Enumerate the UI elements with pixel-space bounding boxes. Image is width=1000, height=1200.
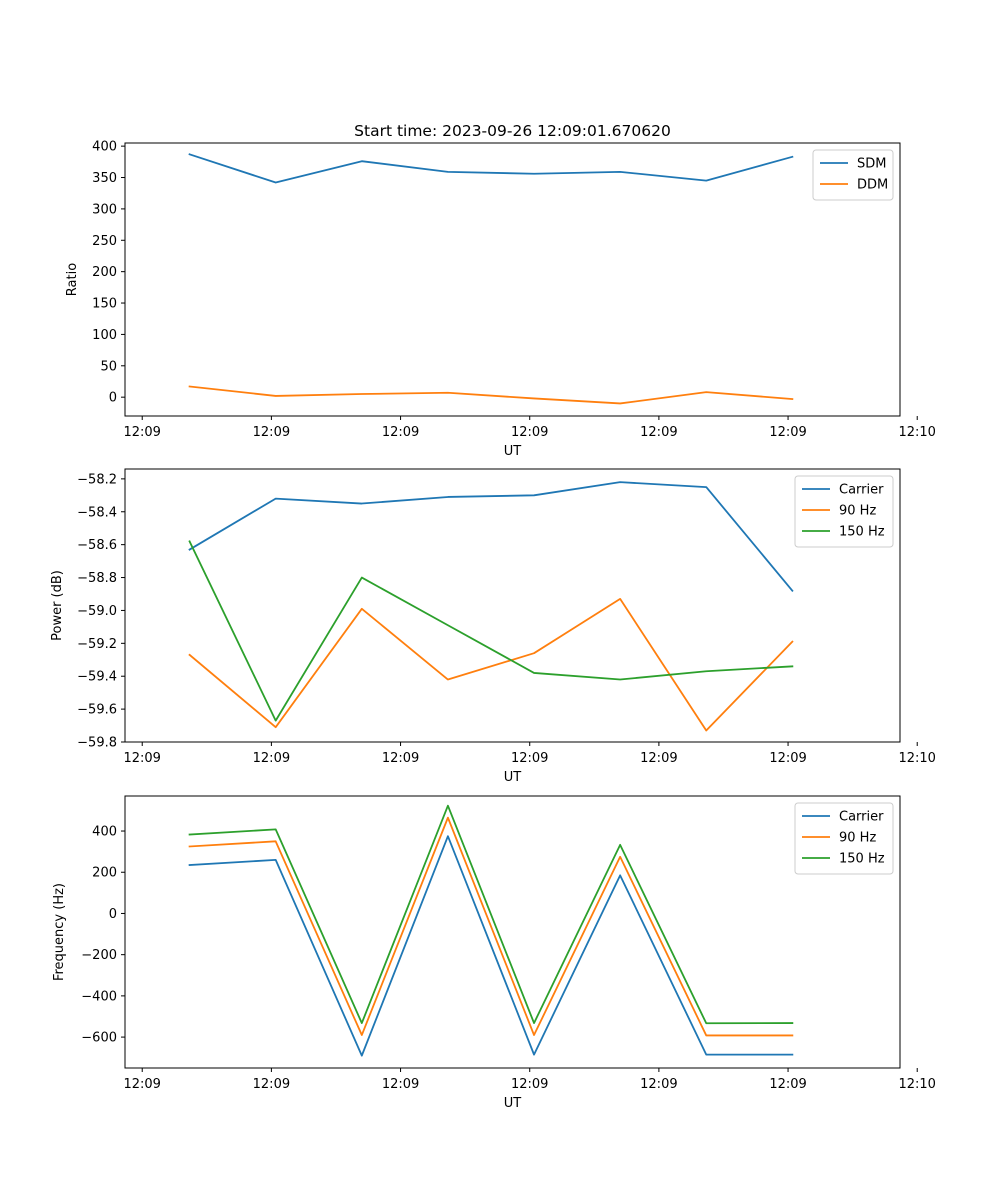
power-x-tick-label: 12:09 <box>511 751 548 766</box>
power-legend-label: 90 Hz <box>839 504 876 519</box>
power-y-tick-label: −59.8 <box>77 736 117 751</box>
power-legend-label: Carrier <box>839 483 884 498</box>
ratio-axes-frame <box>124 142 901 417</box>
power-y-tick-label: −58.6 <box>77 538 117 553</box>
frequency-y-tick-label: −200 <box>81 948 117 963</box>
ratio-x-tick-label: 12:10 <box>898 425 935 440</box>
ratio-y-tick-label: 300 <box>92 202 117 217</box>
power-y-tick-label: −59.4 <box>77 670 117 685</box>
power-axes-frame <box>124 468 901 743</box>
ratio-subplot: 12:09 12:09 12:09 12:09 12:09 12:09 12:10 0 50 10… <box>65 140 936 459</box>
frequency-x-tick-label: 12:09 <box>640 1077 677 1092</box>
frequency-axes-frame <box>124 795 901 1069</box>
ratio-y-tick-label: 100 <box>92 328 117 343</box>
power-y-tick-label: −59.2 <box>77 637 117 652</box>
power-y-tick-label: −59.0 <box>77 604 117 619</box>
power-x-tick-label: 12:10 <box>898 751 935 766</box>
power-series-line-150-hz <box>188 540 794 722</box>
frequency-legend-label: 90 Hz <box>839 831 876 846</box>
ratio-legend-label: DDM <box>857 178 888 193</box>
power-y-tick-label: −58.8 <box>77 571 117 586</box>
ratio-x-tick-label: 12:09 <box>640 425 677 440</box>
power-x-tick-label: 12:09 <box>253 751 290 766</box>
figure-title: Start time: 2023-09-26 12:09:01.670620 <box>354 122 671 140</box>
frequency-x-axis-label: UT <box>504 1096 522 1111</box>
frequency-y-axis-label: Frequency (Hz) <box>52 883 67 981</box>
power-legend-label: 150 Hz <box>839 525 885 540</box>
frequency-x-tick-label: 12:10 <box>898 1077 935 1092</box>
frequency-legend-label: Carrier <box>839 810 884 825</box>
ratio-x-tick-label: 12:09 <box>253 425 290 440</box>
ratio-x-axis-label: UT <box>504 444 522 459</box>
frequency-legend: Carrier 90 Hz 150 Hz <box>794 802 894 875</box>
frequency-y-tick-label: 0 <box>109 907 117 922</box>
ratio-x-tick-label: 12:09 <box>769 425 806 440</box>
ratio-legend: SDM DDM <box>812 149 894 201</box>
frequency-y-tick-label: 200 <box>92 866 117 881</box>
power-legend: Carrier 90 Hz 150 Hz <box>794 475 894 548</box>
power-x-tick-label: 12:09 <box>382 751 419 766</box>
power-y-tick-label: −58.4 <box>77 505 117 520</box>
frequency-x-tick-label: 12:09 <box>123 1077 160 1092</box>
ratio-y-tick-label: 250 <box>92 234 117 249</box>
power-y-tick-label: −58.2 <box>77 472 117 487</box>
ratio-y-tick-label: 150 <box>92 297 117 312</box>
power-subplot: 12:09 12:09 12:09 12:09 12:09 12:09 12:10 −59.8… <box>50 468 936 785</box>
power-series-line-90-hz <box>188 598 794 732</box>
ratio-y-tick-label: 200 <box>92 265 117 280</box>
power-x-tick-label: 12:09 <box>123 751 160 766</box>
ratio-x-tick-label: 12:09 <box>511 425 548 440</box>
frequency-x-tick-label: 12:09 <box>253 1077 290 1092</box>
power-y-axis-label: Power (dB) <box>50 570 65 641</box>
ratio-legend-label: SDM <box>857 157 886 172</box>
ratio-x-tick-label: 12:09 <box>382 425 419 440</box>
frequency-legend-label: 150 Hz <box>839 852 885 867</box>
power-legend-box <box>794 475 894 548</box>
ratio-y-tick-label: 350 <box>92 171 117 186</box>
frequency-subplot: 12:09 12:09 12:09 12:09 12:09 12:09 12:10 −600 −… <box>52 795 936 1111</box>
frequency-x-tick-label: 12:09 <box>382 1077 419 1092</box>
frequency-x-tick-label: 12:09 <box>769 1077 806 1092</box>
frequency-y-tick-label: −400 <box>81 989 117 1004</box>
ratio-x-tick-label: 12:09 <box>123 425 160 440</box>
frequency-y-tick-label: 400 <box>92 825 117 840</box>
power-x-tick-label: 12:09 <box>640 751 677 766</box>
frequency-x-tick-label: 12:09 <box>511 1077 548 1092</box>
frequency-y-tick-label: −600 <box>81 1031 117 1046</box>
ratio-y-axis-label: Ratio <box>65 263 80 296</box>
frequency-series-line-150-hz <box>188 804 794 1025</box>
ratio-y-tick-label: 400 <box>92 140 117 155</box>
frequency-series-line-carrier <box>188 835 794 1057</box>
power-y-tick-label: −59.6 <box>77 703 117 718</box>
power-series-line-carrier <box>188 481 794 592</box>
power-x-tick-label: 12:09 <box>769 751 806 766</box>
ratio-series-line-ddm <box>188 385 794 405</box>
power-x-axis-label: UT <box>504 770 522 785</box>
ratio-series-line-sdm <box>188 153 794 184</box>
frequency-series-line-90-hz <box>188 816 794 1037</box>
ratio-y-tick-label: 0 <box>109 391 117 406</box>
ratio-y-tick-label: 50 <box>100 359 117 374</box>
frequency-legend-box <box>794 802 894 875</box>
